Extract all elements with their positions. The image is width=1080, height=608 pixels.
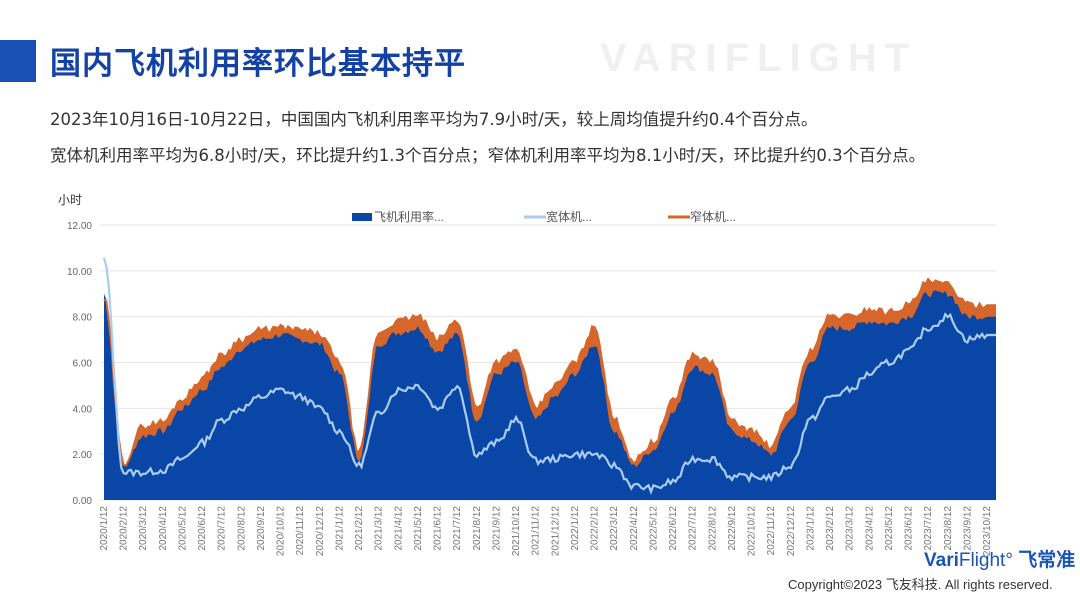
y-tick-label: 6.00 <box>73 359 93 370</box>
legend-label-wide: 宽体机... <box>546 209 592 224</box>
summary-line-1: 2023年10月16日-10月22日，中国国内飞机利用率平均为7.9小时/天，较… <box>50 110 818 129</box>
x-tick-label: 2020/11/12 <box>295 506 306 556</box>
logo-vari: Vari <box>924 550 959 571</box>
x-tick-label: 2020/4/12 <box>158 506 169 551</box>
x-tick-label: 2022/7/12 <box>688 506 699 551</box>
x-tick-label: 2022/3/12 <box>609 506 620 551</box>
title-accent-bar <box>0 40 36 82</box>
x-tick-label: 2021/6/12 <box>433 506 444 551</box>
legend-label-total: 飞机利用率... <box>374 209 444 224</box>
wide-body-line <box>102 257 996 496</box>
narrow-body-line <box>103 277 996 467</box>
y-tick-label: 2.00 <box>73 450 93 461</box>
total-utilization-area <box>104 290 996 500</box>
x-tick-label: 2022/6/12 <box>668 506 679 551</box>
x-tick-label: 2020/10/12 <box>276 506 287 556</box>
x-tick-label: 2023/5/12 <box>884 506 895 551</box>
variflight-logo: VariFlight° 飞常准 <box>924 550 1075 572</box>
x-tick-label: 2021/11/12 <box>531 506 542 556</box>
x-tick-label: 2020/12/12 <box>315 506 326 556</box>
x-tick-label: 2020/1/12 <box>99 506 110 551</box>
x-tick-label: 2023/2/12 <box>825 506 836 551</box>
x-tick-label: 2023/1/12 <box>805 506 816 551</box>
x-tick-label: 2021/1/12 <box>334 506 345 551</box>
page-title: 国内飞机利用率环比基本持平 <box>50 46 466 82</box>
x-tick-label: 2023/9/12 <box>962 506 973 551</box>
y-tick-label: 8.00 <box>73 313 93 324</box>
watermark: VARIFLIGHT <box>600 36 918 80</box>
x-tick-label: 2020/6/12 <box>197 506 208 551</box>
y-tick-label: 12.00 <box>67 221 92 232</box>
x-tick-label: 2022/9/12 <box>727 506 738 551</box>
x-tick-label: 2020/5/12 <box>177 506 188 551</box>
x-tick-label: 2023/6/12 <box>904 506 915 551</box>
x-tick-label: 2021/5/12 <box>413 506 424 551</box>
x-tick-label: 2021/3/12 <box>374 506 385 551</box>
y-axis-label: 小时 <box>58 193 82 207</box>
x-tick-label: 2020/9/12 <box>256 506 267 551</box>
x-tick-label: 2020/3/12 <box>138 506 149 551</box>
x-tick-label: 2021/4/12 <box>393 506 404 551</box>
copyright: Copyright©2023 飞友科技. All rights reserved… <box>788 577 1053 592</box>
y-tick-label: 4.00 <box>73 404 93 415</box>
x-tick-label: 2021/2/12 <box>354 506 365 551</box>
x-tick-label: 2023/4/12 <box>864 506 875 551</box>
logo-cn: 飞常准 <box>1012 550 1076 571</box>
x-tick-label: 2022/2/12 <box>590 506 601 551</box>
logo-flight: Flight° <box>958 550 1013 571</box>
x-tick-label: 2023/10/12 <box>982 506 993 556</box>
x-tick-label: 2022/11/12 <box>766 506 777 556</box>
legend-swatch-total <box>352 213 372 221</box>
x-tick-label: 2021/9/12 <box>491 506 502 551</box>
x-tick-label: 2022/5/12 <box>648 506 659 551</box>
x-tick-label: 2022/10/12 <box>747 506 758 556</box>
x-tick-label: 2022/4/12 <box>629 506 640 551</box>
x-tick-label: 2020/2/12 <box>119 506 130 551</box>
x-tick-label: 2021/12/12 <box>550 506 561 556</box>
summary-line-2: 宽体机利用率平均为6.8小时/天，环比提升约1.3个百分点；窄体机利用率平均为8… <box>50 146 926 165</box>
y-tick-label: 0.00 <box>73 496 93 507</box>
y-tick-label: 10.00 <box>67 267 92 278</box>
x-tick-label: 2023/3/12 <box>845 506 856 551</box>
x-tick-label: 2022/8/12 <box>707 506 718 551</box>
legend-label-narrow: 窄体机... <box>690 209 736 224</box>
x-tick-label: 2022/1/12 <box>570 506 581 551</box>
x-tick-label: 2022/12/12 <box>786 506 797 556</box>
x-tick-label: 2023/7/12 <box>923 506 934 551</box>
x-tick-label: 2020/8/12 <box>236 506 247 551</box>
x-tick-label: 2021/8/12 <box>472 506 483 551</box>
x-tick-label: 2023/8/12 <box>943 506 954 551</box>
x-tick-label: 2020/7/12 <box>217 506 228 551</box>
x-tick-label: 2021/10/12 <box>511 506 522 556</box>
x-tick-label: 2021/7/12 <box>452 506 463 551</box>
